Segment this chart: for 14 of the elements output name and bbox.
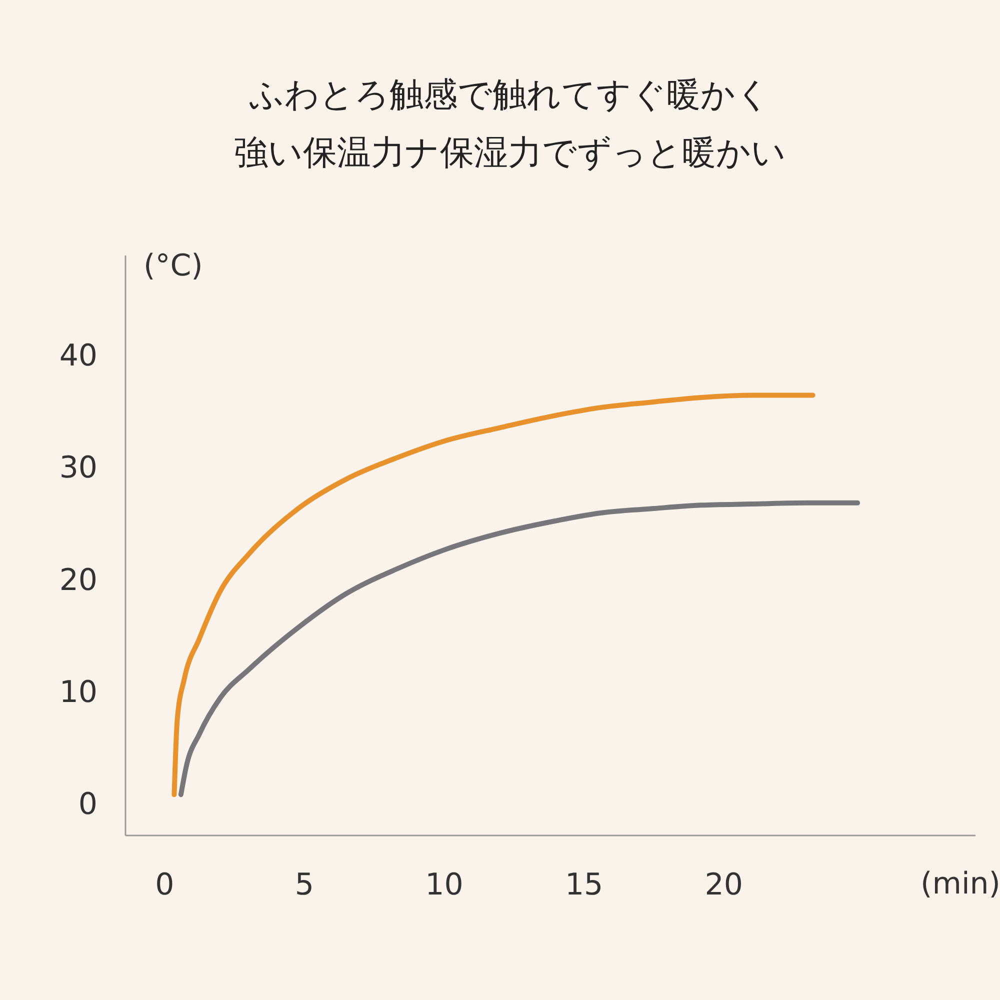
x-axis-title: (min) xyxy=(920,866,1000,902)
y-tick-label: 0 xyxy=(78,787,98,822)
y-tick-label: 40 xyxy=(59,338,98,374)
x-tick-label: 5 xyxy=(294,868,314,902)
chart-subtitle: 強い保温力ナ保湿力でずっと暖かい xyxy=(234,133,786,173)
x-tick-label: 10 xyxy=(425,868,464,902)
x-tick-label: 0 xyxy=(155,868,174,902)
y-tick-label: 20 xyxy=(59,562,98,598)
y-axis-title: (°C) xyxy=(144,248,203,284)
y-tick-label: 10 xyxy=(59,675,98,710)
chart-title: ふわとろ触感で触れてすぐ暖かく xyxy=(248,75,770,115)
x-tick-label: 15 xyxy=(564,868,604,902)
y-tick-label: 30 xyxy=(59,450,98,486)
x-tick-label: 20 xyxy=(704,868,743,902)
